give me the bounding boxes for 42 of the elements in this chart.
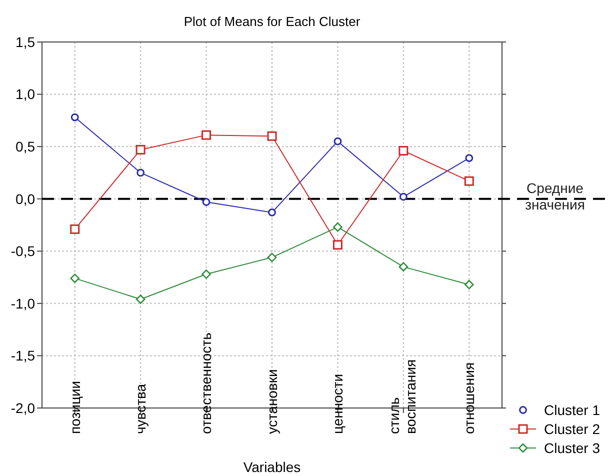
x-tick-label: позиции	[66, 380, 83, 434]
point	[267, 252, 277, 262]
point	[334, 137, 342, 146]
y-tick-label: 0,0	[16, 190, 36, 207]
point	[464, 280, 474, 290]
point	[399, 192, 408, 201]
point	[332, 240, 342, 250]
point	[465, 154, 474, 162]
point	[70, 113, 79, 122]
point	[464, 176, 474, 186]
point	[202, 198, 210, 206]
x-tick-label: отвественность	[198, 332, 214, 434]
point	[333, 222, 342, 232]
point	[202, 270, 211, 279]
point	[268, 208, 276, 216]
point	[136, 168, 145, 177]
x-axis-title: Variables	[243, 459, 301, 475]
y-tick-label: 0,5	[16, 138, 36, 154]
point	[136, 294, 146, 304]
point	[136, 144, 146, 154]
point	[202, 130, 212, 140]
point	[267, 131, 277, 141]
x-tick-label: отношения	[461, 362, 478, 434]
point	[70, 224, 80, 234]
point	[398, 262, 408, 272]
legend-label: Cluster 3	[544, 440, 600, 456]
y-tick-label: 1,0	[16, 86, 36, 102]
chart-title: Plot of Means for Each Cluster	[184, 14, 361, 29]
y-tick-label: -1,0	[10, 295, 36, 312]
ref-line-label: Средние значения	[525, 180, 585, 213]
point	[70, 274, 80, 283]
x-tick-label: ценности	[330, 374, 346, 434]
y-tick-label: -0,5	[10, 243, 36, 260]
y-tick-label: -2,0	[10, 400, 36, 416]
x-tick-label: чувства	[132, 384, 148, 434]
point	[398, 146, 408, 156]
x-tick-label: установки	[264, 369, 280, 434]
x-tick-label: стиль воспитания	[386, 359, 418, 434]
y-tick-label: 1,5	[16, 34, 36, 50]
legend-label: Cluster 1	[544, 402, 600, 418]
legend-label: Cluster 2	[544, 420, 600, 437]
y-tick-label: -1,5	[10, 348, 36, 364]
